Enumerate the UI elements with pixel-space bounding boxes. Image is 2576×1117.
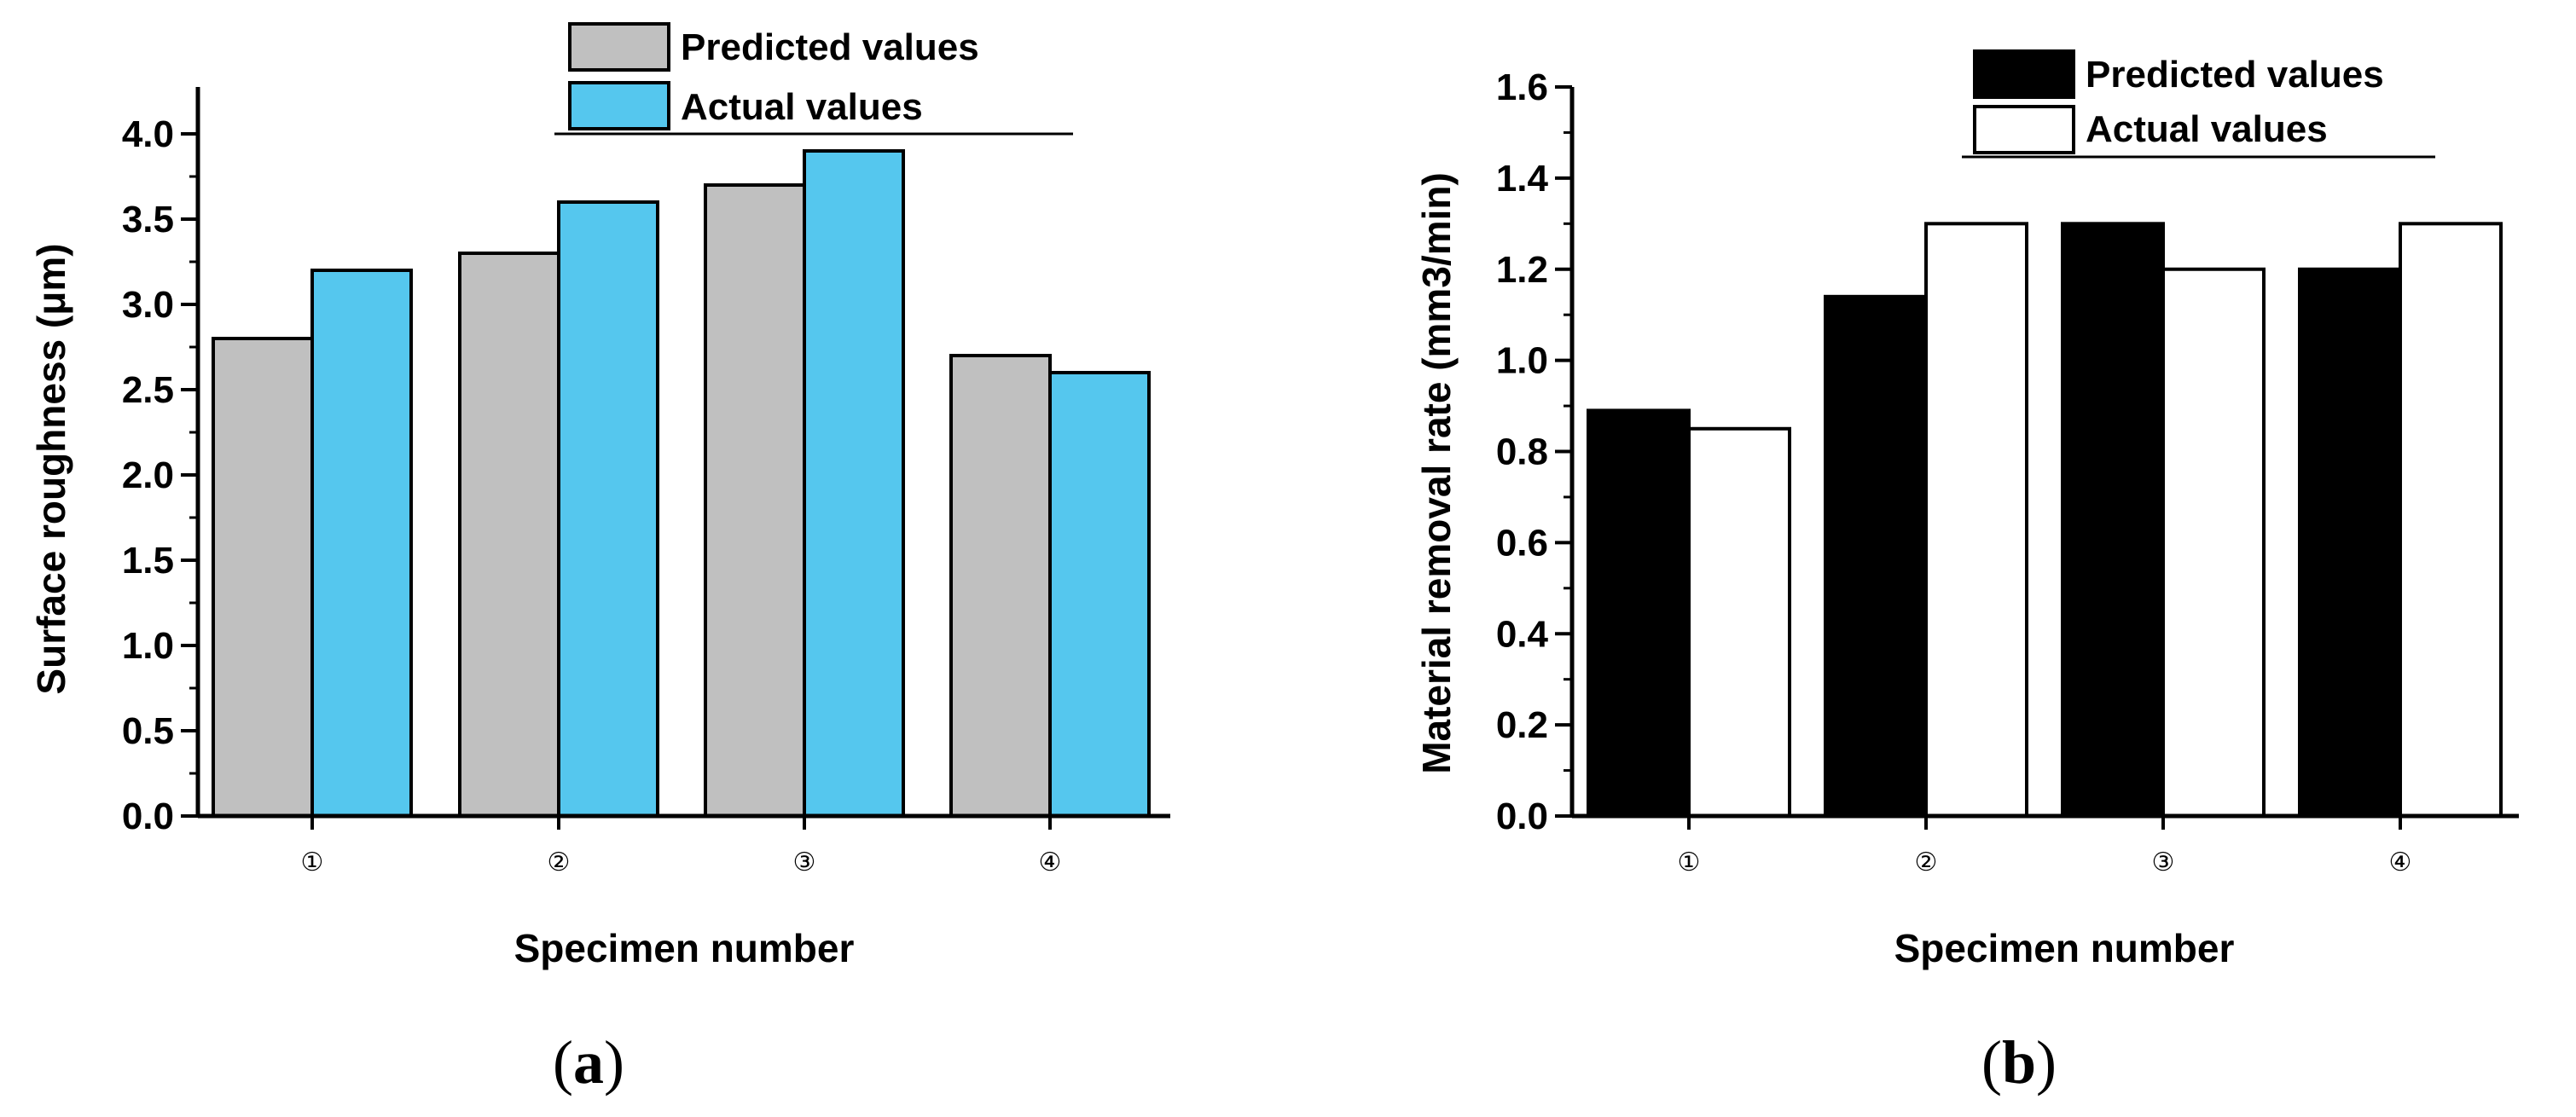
chart-b-bar-actual-2 [1924,222,2028,818]
chart-b: 0.0 0.2 0.4 0.6 0.8 1.0 1.2 1.4 1.6 ① ② ③ ④ Materia… [1414,49,2519,1097]
chart-a-y-ticks: 0.0 0.5 1.0 1.5 2.0 2.5 3.0 3.5 4.0 [122,113,198,837]
chart-a-x-tick-label-2: ② [548,848,571,877]
chart-a: 0.0 0.5 1.0 1.5 2.0 2.5 3.0 3.5 4.0 ① ② ③ ④ Surface… [29,22,1170,1097]
chart-a-legend-swatch-predicted [568,22,670,72]
chart-a-legend-label-predicted: Predicted values [681,26,979,68]
chart-a-bar-actual-2 [557,200,659,818]
chart-a-bar-predicted-3 [704,183,806,818]
chart-b-bar-actual-4 [2399,222,2503,818]
chart-b-legend-label-actual: Actual values [2086,108,2328,150]
chart-a-legend-swatch-actual [568,81,670,130]
chart-b-x-axis-title: Specimen number [1894,926,2235,970]
chart-a-x-axis-title: Specimen number [514,926,855,970]
chart-b-y-tick-label-2: 0.4 [1496,613,1549,655]
chart-b-bar-predicted-3 [2061,222,2165,818]
chart-a-y-tick-label-5: 2.5 [122,369,174,411]
chart-b-bar-predicted-4 [2298,267,2402,818]
chart-a-y-tick-label-1: 0.5 [122,710,174,752]
chart-a-bar-actual-1 [310,269,413,818]
chart-b-y-tick-label-6: 1.2 [1496,249,1548,291]
chart-b-panel-letter: b [2002,1028,2036,1097]
chart-a-legend-label-actual: Actual values [681,86,923,128]
chart-b-y-tick-label-5: 1.0 [1496,340,1548,382]
chart-a-bar-predicted-4 [949,354,1052,818]
chart-a-bar-predicted-2 [458,252,560,818]
chart-b-y-ticks: 0.0 0.2 0.4 0.6 0.8 1.0 1.2 1.4 1.6 [1496,67,1572,837]
chart-b-y-tick-label-1: 0.2 [1496,704,1548,746]
chart-b-x-tick-label-2: ② [1915,848,1938,877]
chart-a-y-tick-label-4: 2.0 [122,454,174,496]
chart-a-x-tick-label-1: ① [301,848,324,877]
chart-b-panel-label: (b) [1981,1028,2057,1097]
chart-b-y-tick-label-4: 0.8 [1496,431,1548,473]
chart-b-legend-swatch-actual [1973,105,2075,154]
chart-a-bar-actual-4 [1048,371,1151,818]
chart-b-legend: Predicted values Actual values [1962,49,2435,159]
chart-b-y-tick-label-7: 1.4 [1496,158,1549,200]
chart-b-x-ticks: ① ② ③ ④ [1678,816,2412,877]
chart-b-x-tick-label-3: ③ [2152,848,2175,877]
chart-a-panel-letter: a [573,1028,604,1097]
chart-b-legend-label-predicted: Predicted values [2086,54,2384,95]
chart-a-x-tick-label-3: ③ [793,848,816,877]
chart-b-bar-predicted-1 [1587,408,1691,818]
chart-b-y-tick-label-8: 1.6 [1496,67,1548,108]
chart-a-y-tick-label-7: 3.5 [122,199,174,240]
chart-a-legend: Predicted values Actual values [554,22,1073,136]
chart-a-y-tick-label-8: 4.0 [122,113,174,155]
chart-a-y-tick-label-2: 1.0 [122,625,174,667]
chart-a-y-tick-label-3: 1.5 [122,540,174,582]
chart-a-x-tick-label-4: ④ [1039,848,1062,877]
chart-a-panel-label: (a) [553,1028,624,1097]
chart-b-y-tick-label-0: 0.0 [1496,796,1548,837]
chart-a-bar-actual-3 [803,149,905,818]
chart-a-x-ticks: ① ② ③ ④ [301,816,1062,877]
chart-b-bar-actual-3 [2161,267,2266,818]
chart-b-bar-predicted-2 [1824,294,1928,818]
chart-a-y-tick-label-6: 3.0 [122,284,174,326]
chart-a-y-tick-label-0: 0.0 [122,796,174,837]
chart-b-bar-actual-1 [1687,426,1791,818]
chart-a-bar-predicted-1 [212,337,314,818]
chart-b-y-tick-label-3: 0.6 [1496,522,1548,564]
chart-a-bars [212,149,1151,818]
chart-b-x-tick-label-1: ① [1678,848,1701,877]
chart-b-legend-swatch-predicted [1973,49,2075,99]
chart-b-bars [1587,222,2503,818]
chart-a-y-axis-title: Surface roughness (μm) [29,243,73,694]
chart-b-x-tick-label-4: ④ [2389,848,2412,877]
chart-b-y-axis-title: Material removal rate (mm3/min) [1414,172,1459,774]
